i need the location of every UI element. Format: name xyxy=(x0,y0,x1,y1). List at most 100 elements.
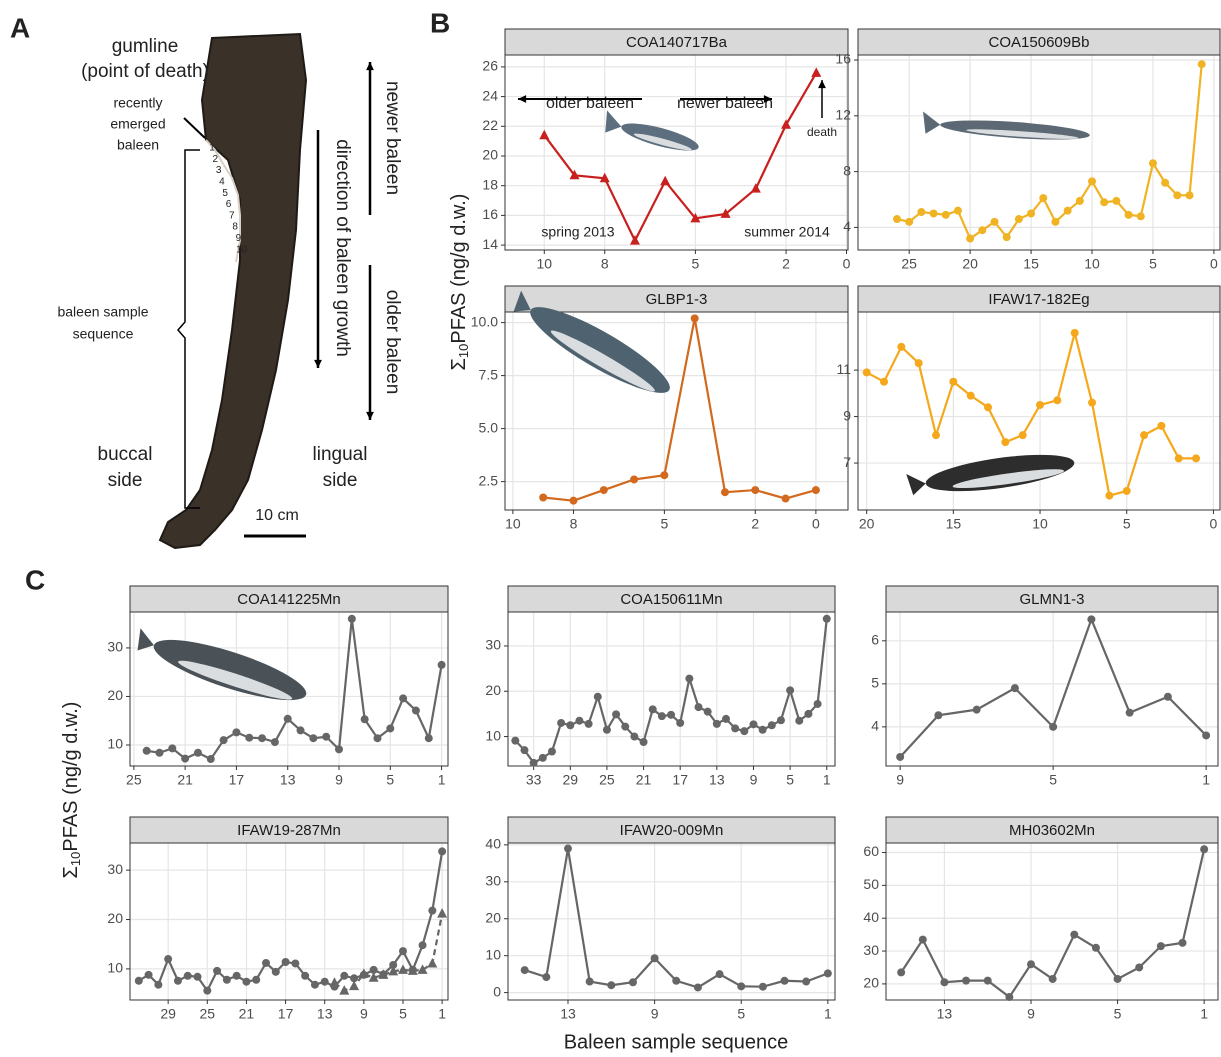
point xyxy=(569,497,577,505)
x-tick-label: 1 xyxy=(1200,1006,1208,1022)
annotation: spring 2013 xyxy=(541,224,614,240)
point xyxy=(1126,709,1134,717)
y-tick-label: 20 xyxy=(485,682,501,698)
point xyxy=(1123,487,1131,495)
y-axis-label: Σ10PFAS (ng/g d.w.) xyxy=(60,702,83,879)
point xyxy=(991,218,999,226)
point xyxy=(135,977,143,985)
point xyxy=(1071,329,1079,337)
point xyxy=(919,936,927,944)
point xyxy=(585,720,593,728)
y-tick-label: 30 xyxy=(485,872,501,888)
x-tick-label: 20 xyxy=(859,516,875,532)
x-tick-label: 10 xyxy=(1032,516,1048,532)
x-tick-label: 9 xyxy=(335,772,343,788)
point xyxy=(1173,191,1181,199)
panel-a-text: recently xyxy=(113,95,162,111)
panel-a-text: (point of death) xyxy=(81,61,209,82)
point xyxy=(145,971,153,979)
x-tick-label: 5 xyxy=(1123,516,1131,532)
x-tick-label: 13 xyxy=(937,1006,953,1022)
point xyxy=(194,749,202,757)
baleen-photo xyxy=(160,34,306,548)
y-tick-label: 0 xyxy=(493,983,501,999)
x-tick-label: 9 xyxy=(651,1006,659,1022)
point xyxy=(984,977,992,985)
point xyxy=(252,976,260,984)
sample-number: 2 xyxy=(213,154,219,165)
point xyxy=(321,978,329,986)
point xyxy=(164,955,172,963)
y-tick-label: 14 xyxy=(482,236,498,252)
x-tick-label: 10 xyxy=(505,516,521,532)
x-tick-label: 0 xyxy=(1210,516,1218,532)
y-tick-label: 26 xyxy=(482,58,498,74)
point xyxy=(1202,731,1210,739)
panel-a-text: baleen sample xyxy=(57,304,148,320)
y-axis-label: Σ10PFAS (ng/g d.w.) xyxy=(448,194,471,371)
point xyxy=(1088,177,1096,185)
x-tick-label: 8 xyxy=(570,516,578,532)
point xyxy=(1064,207,1072,215)
point xyxy=(672,977,680,985)
point xyxy=(1149,159,1157,167)
x-tick-label: 9 xyxy=(896,772,904,788)
point xyxy=(223,976,231,984)
plot-area xyxy=(130,843,448,1000)
point xyxy=(1039,194,1047,202)
x-tick-label: 25 xyxy=(200,1006,216,1022)
point xyxy=(1200,845,1208,853)
point xyxy=(751,486,759,494)
annotation: death xyxy=(807,125,837,139)
plot-area xyxy=(886,612,1218,766)
point xyxy=(1125,211,1133,219)
x-tick-label: 5 xyxy=(660,516,668,532)
point xyxy=(1027,209,1035,217)
point xyxy=(586,978,594,986)
y-tick-label: 6 xyxy=(871,632,879,648)
point xyxy=(607,981,615,989)
point xyxy=(600,486,608,494)
point xyxy=(893,215,901,223)
x-tick-label: 0 xyxy=(1210,256,1218,272)
point xyxy=(1161,179,1169,187)
x-tick-label: 5 xyxy=(386,772,394,788)
point xyxy=(1053,396,1061,404)
point xyxy=(232,728,240,736)
point xyxy=(548,748,556,756)
point xyxy=(154,981,162,989)
panel-a-text: side xyxy=(323,470,358,491)
panel-title: COA150609Bb xyxy=(989,34,1090,51)
point xyxy=(1112,197,1120,205)
x-tick-label: 9 xyxy=(750,772,758,788)
y-tick-label: 10 xyxy=(107,736,123,752)
point xyxy=(949,378,957,386)
y-tick-label: 20 xyxy=(107,910,123,926)
x-tick-label: 1 xyxy=(1202,772,1210,788)
y-tick-label: 10 xyxy=(107,960,123,976)
point xyxy=(233,972,241,980)
y-tick-label: 40 xyxy=(863,909,879,925)
x-tick-label: 15 xyxy=(1023,256,1039,272)
point xyxy=(1019,431,1027,439)
point xyxy=(782,495,790,503)
point xyxy=(1027,960,1035,968)
x-tick-label: 9 xyxy=(1027,1006,1035,1022)
point xyxy=(967,392,975,400)
panel-title: COA140717Ba xyxy=(626,34,728,51)
point xyxy=(258,734,266,742)
x-tick-label: 8 xyxy=(601,256,609,272)
point xyxy=(335,745,343,753)
point xyxy=(966,235,974,243)
point xyxy=(340,972,348,980)
point xyxy=(812,486,820,494)
point xyxy=(203,987,211,995)
point xyxy=(521,966,529,974)
point xyxy=(284,715,292,723)
point xyxy=(220,736,228,744)
point xyxy=(603,726,611,734)
point xyxy=(621,723,629,731)
point xyxy=(1051,218,1059,226)
y-tick-label: 4 xyxy=(871,718,879,734)
point xyxy=(897,968,905,976)
